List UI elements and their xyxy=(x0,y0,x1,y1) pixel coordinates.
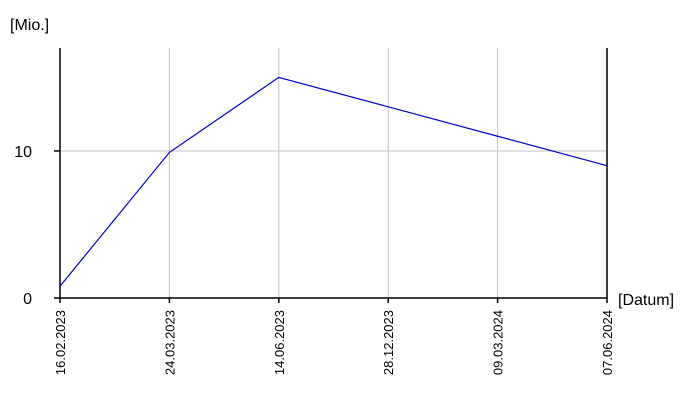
x-tick-label: 09.03.2024 xyxy=(491,310,506,375)
x-tick-label: 07.06.2024 xyxy=(600,310,615,375)
x-axis-label: [Datum] xyxy=(618,292,674,309)
x-tick-label: 28.12.2023 xyxy=(381,310,396,375)
data-line xyxy=(59,76,608,287)
y-tick-label: 0 xyxy=(23,291,32,308)
y-tick-label: 10 xyxy=(14,144,32,161)
y-axis-label: [Mio.] xyxy=(10,17,49,34)
x-tick-label: 14.06.2023 xyxy=(272,310,287,375)
x-tick-label: 24.03.2023 xyxy=(162,310,177,375)
x-tick-label: 16.02.2023 xyxy=(53,310,68,375)
